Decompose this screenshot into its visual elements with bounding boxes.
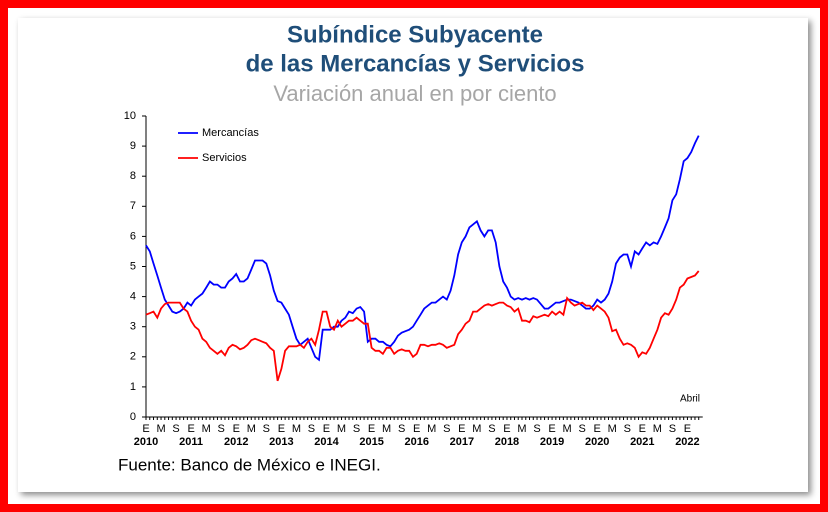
x-tick-label: S <box>398 423 405 435</box>
y-tick-label: 8 <box>130 170 136 182</box>
x-tick-label: E <box>594 423 601 435</box>
x-group-label: 2014 <box>314 436 339 448</box>
panel <box>18 18 808 492</box>
x-tick-label: S <box>308 423 315 435</box>
x-tick-label: M <box>517 423 526 435</box>
x-tick-label: E <box>639 423 646 435</box>
x-tick-label: S <box>624 423 631 435</box>
x-tick-label: M <box>653 423 662 435</box>
x-tick-label: S <box>533 423 540 435</box>
x-tick-label: S <box>443 423 450 435</box>
y-tick-label: 7 <box>130 200 136 212</box>
x-tick-label: E <box>684 423 691 435</box>
x-group-label: 2022 <box>675 436 699 448</box>
x-group-label: 2013 <box>269 436 293 448</box>
legend-label: Mercancías <box>202 127 259 139</box>
x-tick-label: E <box>142 423 149 435</box>
x-tick-label: E <box>323 423 330 435</box>
legend-label: Servicios <box>202 152 247 164</box>
source: Fuente: Banco de México e INEGI. <box>118 455 381 474</box>
x-tick-label: S <box>218 423 225 435</box>
x-group-label: 2020 <box>585 436 609 448</box>
y-tick-label: 3 <box>130 321 136 333</box>
x-tick-label: E <box>233 423 240 435</box>
y-tick-label: 0 <box>130 411 136 423</box>
x-tick-label: S <box>263 423 270 435</box>
x-tick-label: M <box>247 423 256 435</box>
x-tick-label: E <box>413 423 420 435</box>
y-tick-label: 4 <box>130 291 136 303</box>
series-line <box>145 270 700 382</box>
x-group-label: 2011 <box>179 436 203 448</box>
y-tick-label: 1 <box>130 381 136 393</box>
x-tick-label: E <box>458 423 465 435</box>
x-tick-label: S <box>353 423 360 435</box>
x-tick-label: M <box>202 423 211 435</box>
chart-title: de las Mercancías y Servicios <box>246 50 585 77</box>
y-tick-label: 5 <box>130 260 136 272</box>
x-group-label: 2017 <box>450 436 474 448</box>
x-tick-label: M <box>563 423 572 435</box>
x-group-label: 2010 <box>134 436 158 448</box>
chart-subtitle: Variación anual en por ciento <box>273 81 556 106</box>
x-tick-label: M <box>292 423 301 435</box>
x-group-label: 2021 <box>630 436 654 448</box>
x-tick-label: E <box>187 423 194 435</box>
chart-title: Subíndice Subyacente <box>287 21 543 48</box>
x-tick-label: S <box>578 423 585 435</box>
x-tick-label: M <box>156 423 165 435</box>
x-group-label: 2015 <box>359 436 383 448</box>
x-tick-label: E <box>503 423 510 435</box>
x-tick-label: S <box>669 423 676 435</box>
x-group-label: 2012 <box>224 436 248 448</box>
x-group-label: 2016 <box>404 436 428 448</box>
y-tick-label: 10 <box>124 110 136 122</box>
x-tick-label: E <box>278 423 285 435</box>
y-tick-label: 2 <box>130 351 136 363</box>
y-tick-label: 6 <box>130 230 136 242</box>
x-tick-label: M <box>427 423 436 435</box>
x-group-label: 2018 <box>495 436 519 448</box>
x-tick-label: M <box>608 423 617 435</box>
x-tick-label: S <box>172 423 179 435</box>
x-tick-label: M <box>382 423 391 435</box>
x-tick-label: M <box>472 423 481 435</box>
series-line <box>145 135 700 362</box>
x-group-label: 2019 <box>540 436 564 448</box>
x-tick-label: S <box>488 423 495 435</box>
annotation: Abril <box>680 394 700 405</box>
x-tick-label: E <box>548 423 555 435</box>
x-tick-label: M <box>337 423 346 435</box>
y-tick-label: 9 <box>130 140 136 152</box>
x-tick-label: E <box>368 423 375 435</box>
